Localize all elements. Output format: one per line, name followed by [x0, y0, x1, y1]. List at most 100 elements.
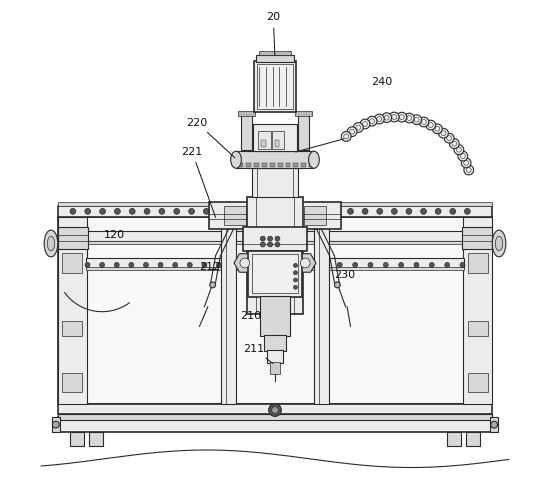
Circle shape	[129, 208, 135, 214]
Bar	[258, 131, 271, 149]
Bar	[236, 151, 314, 168]
Bar	[222, 202, 236, 404]
Bar	[86, 267, 464, 270]
Circle shape	[294, 271, 298, 275]
Ellipse shape	[347, 127, 357, 136]
Circle shape	[173, 262, 178, 267]
Circle shape	[414, 262, 419, 267]
Bar	[299, 113, 309, 150]
Circle shape	[218, 208, 224, 214]
Bar	[86, 231, 464, 241]
Ellipse shape	[426, 120, 436, 130]
Circle shape	[204, 208, 210, 214]
Circle shape	[334, 282, 340, 288]
Bar	[62, 373, 81, 392]
Bar	[58, 417, 492, 432]
Circle shape	[268, 242, 273, 247]
Circle shape	[114, 262, 119, 267]
Bar	[262, 163, 267, 167]
Bar	[265, 335, 285, 351]
Bar	[260, 51, 290, 55]
Circle shape	[300, 258, 310, 268]
Circle shape	[294, 285, 298, 289]
Ellipse shape	[461, 158, 471, 168]
Ellipse shape	[444, 133, 454, 143]
Circle shape	[307, 262, 311, 267]
Ellipse shape	[438, 128, 448, 138]
Bar	[252, 254, 298, 293]
Circle shape	[399, 262, 404, 267]
Bar	[256, 55, 294, 62]
Bar	[314, 202, 328, 404]
Ellipse shape	[230, 151, 241, 168]
Circle shape	[275, 236, 280, 241]
Circle shape	[260, 242, 265, 247]
Circle shape	[383, 262, 388, 267]
Bar	[466, 432, 480, 446]
Circle shape	[421, 208, 426, 214]
Bar	[469, 321, 488, 336]
Ellipse shape	[354, 123, 363, 132]
Bar	[285, 163, 290, 167]
Ellipse shape	[449, 139, 459, 149]
Bar	[224, 206, 246, 225]
Bar	[86, 241, 464, 244]
Circle shape	[52, 421, 59, 428]
Circle shape	[353, 262, 358, 267]
Bar	[248, 251, 302, 297]
Circle shape	[304, 208, 310, 214]
Circle shape	[294, 263, 298, 267]
Circle shape	[392, 208, 397, 214]
Circle shape	[435, 208, 441, 214]
Circle shape	[406, 208, 412, 214]
Bar	[469, 373, 488, 392]
Bar	[304, 206, 326, 225]
Bar	[293, 163, 298, 167]
Bar	[58, 227, 87, 249]
Text: 211: 211	[243, 344, 273, 363]
Circle shape	[129, 262, 134, 267]
Text: 212: 212	[200, 262, 221, 272]
Circle shape	[348, 208, 354, 214]
Circle shape	[275, 242, 280, 247]
Bar	[278, 163, 283, 167]
Ellipse shape	[419, 117, 429, 127]
Bar	[270, 362, 280, 374]
Text: 230: 230	[334, 270, 355, 280]
Circle shape	[430, 262, 434, 267]
Text: 220: 220	[186, 118, 235, 158]
Circle shape	[268, 404, 282, 416]
Bar	[257, 64, 293, 109]
Bar	[209, 202, 341, 229]
Bar	[86, 258, 464, 268]
Circle shape	[158, 262, 163, 267]
Circle shape	[318, 208, 324, 214]
Bar	[272, 131, 284, 149]
Ellipse shape	[360, 119, 370, 129]
Ellipse shape	[44, 230, 58, 257]
Ellipse shape	[397, 112, 406, 122]
Ellipse shape	[454, 145, 464, 154]
Ellipse shape	[382, 113, 392, 123]
Circle shape	[464, 208, 470, 214]
Ellipse shape	[464, 165, 474, 175]
Bar	[464, 217, 492, 404]
Ellipse shape	[389, 112, 399, 122]
Bar	[239, 163, 243, 167]
Bar	[243, 227, 307, 251]
Bar	[248, 197, 302, 314]
Bar	[254, 163, 259, 167]
Text: 240: 240	[371, 77, 393, 87]
Bar	[241, 113, 251, 150]
Ellipse shape	[458, 151, 468, 161]
Bar	[295, 111, 312, 116]
Ellipse shape	[404, 113, 414, 123]
Circle shape	[100, 208, 106, 214]
Bar	[238, 111, 255, 116]
Circle shape	[217, 262, 222, 267]
Ellipse shape	[342, 131, 351, 141]
Bar	[254, 61, 296, 112]
Bar	[58, 217, 86, 404]
Circle shape	[210, 282, 216, 288]
Bar	[58, 414, 492, 420]
